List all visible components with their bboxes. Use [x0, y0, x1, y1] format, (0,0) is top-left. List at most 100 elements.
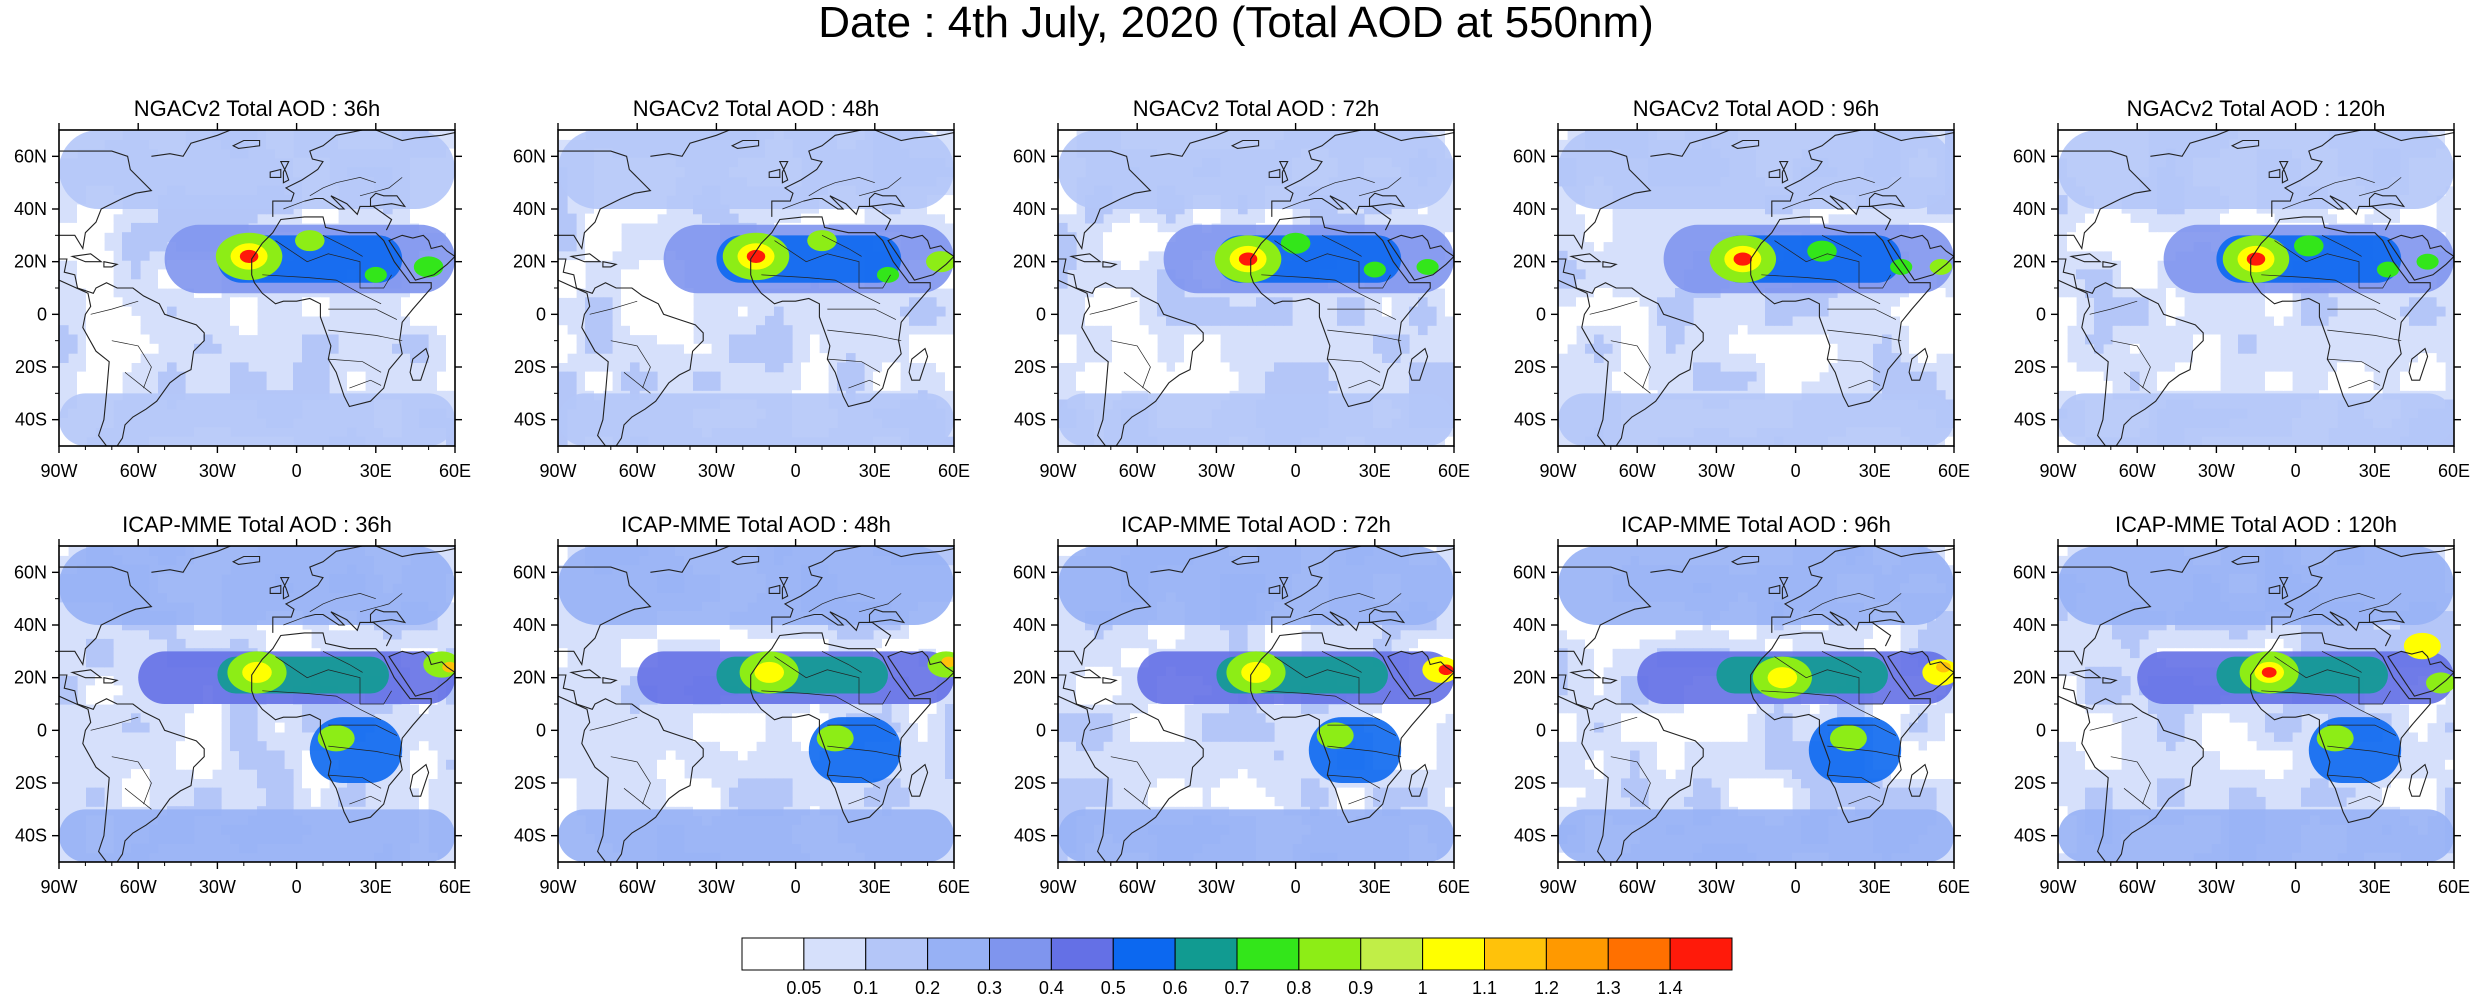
aod-cell	[59, 694, 69, 705]
aod-cell	[1445, 399, 1454, 410]
country-border	[2123, 372, 2151, 394]
aod-cell	[765, 343, 775, 354]
aod-cell	[230, 306, 240, 317]
aod-cell	[945, 704, 954, 714]
aod-cell	[1882, 353, 1892, 363]
aod-cell	[594, 343, 604, 354]
coastline	[279, 161, 290, 184]
aod-cell	[1130, 315, 1140, 326]
aod-cell	[1639, 334, 1649, 345]
coastline	[730, 555, 760, 565]
country-border	[262, 274, 382, 305]
aod-cell	[266, 759, 276, 770]
aod-cell	[221, 204, 231, 215]
coastline	[2387, 234, 2454, 281]
aod-cell	[347, 796, 357, 807]
aod-cell	[320, 713, 330, 724]
aod-cell	[918, 638, 928, 649]
aod-cell	[1783, 343, 1793, 354]
aod-cell	[1094, 204, 1104, 215]
aod-cell	[1427, 315, 1437, 326]
aod-cell	[446, 694, 455, 705]
aod-cell	[2184, 362, 2194, 373]
aod-cell	[1927, 325, 1937, 336]
aod-cell	[86, 380, 96, 391]
country-border	[1261, 274, 1381, 305]
aod-cell	[1445, 436, 1454, 446]
panel-title: NGACv2 Total AOD : 120h	[2127, 96, 2386, 121]
country-borders	[1589, 177, 1902, 394]
aod-cell	[828, 204, 838, 215]
x-tick-label: 90W	[539, 877, 576, 897]
aod-cell	[1882, 343, 1892, 354]
country-border	[2282, 200, 2304, 210]
aod-cell	[113, 362, 123, 373]
aod-cell	[819, 353, 829, 363]
aod-cell	[1945, 325, 1954, 336]
aod-cell	[1783, 297, 1793, 308]
aod-cell	[392, 629, 402, 640]
aod-cell	[2058, 139, 2068, 150]
aod-cell	[1193, 343, 1203, 354]
aod-cell	[1382, 297, 1392, 308]
aod-cell	[1283, 297, 1293, 308]
aod-cell	[1594, 222, 1604, 233]
coastline	[1387, 234, 1454, 281]
coastline	[1602, 261, 1618, 268]
aod-cell	[95, 315, 105, 326]
aod-cell	[1112, 241, 1122, 252]
aod-cell	[1274, 380, 1284, 391]
aod-cell	[2319, 306, 2329, 317]
aod-cell	[131, 232, 141, 243]
aod-cell	[1139, 343, 1149, 354]
x-tick-label: 30E	[859, 461, 891, 481]
aod-cell	[1567, 278, 1577, 289]
aod-cell	[1445, 278, 1454, 289]
aod-cell	[1157, 297, 1167, 308]
y-tick-label: 40N	[2013, 199, 2046, 219]
country-border	[349, 379, 382, 389]
aod-cell	[1427, 362, 1437, 373]
aod-band-southern-ocean-belt	[59, 393, 455, 446]
aod-cell	[419, 204, 429, 215]
coastline	[2268, 168, 2281, 178]
aod-cell	[657, 288, 667, 298]
aod-cell	[828, 213, 838, 224]
y-tick-label: 20S	[514, 357, 546, 377]
aod-cell	[630, 325, 640, 336]
aod-cell	[131, 787, 141, 798]
aod-cell	[1558, 325, 1568, 336]
aod-cell	[356, 371, 366, 382]
aod-cell	[1558, 250, 1568, 261]
x-tick-label: 60E	[439, 461, 471, 481]
aod-cell	[293, 380, 303, 391]
aod-cell	[212, 620, 222, 631]
aod-cell	[1774, 371, 1784, 382]
aod-cell	[630, 638, 640, 649]
aod-cell	[1391, 353, 1401, 363]
aod-cell	[194, 787, 204, 798]
aod-cell	[1274, 371, 1284, 382]
aod-cell	[2094, 297, 2104, 308]
aod-cell	[909, 297, 919, 308]
aod-cell	[945, 638, 954, 649]
aod-cell	[1675, 297, 1685, 308]
aod-cell	[338, 796, 348, 807]
coastline	[1368, 192, 1406, 208]
aod-cell	[2346, 380, 2356, 391]
coastline	[558, 258, 704, 446]
aod-cell	[702, 629, 712, 640]
aod-cell	[1364, 204, 1374, 215]
aod-cell	[927, 620, 937, 631]
aod-cell	[131, 260, 141, 270]
aod-cell	[711, 371, 721, 382]
aod-cell	[810, 362, 820, 373]
aod-cell	[95, 648, 105, 659]
aod-cell	[230, 362, 240, 373]
aod-cell	[1184, 371, 1194, 382]
aod-cell	[2355, 362, 2365, 373]
aod-cell	[747, 741, 757, 752]
aod-cell	[1148, 380, 1158, 391]
